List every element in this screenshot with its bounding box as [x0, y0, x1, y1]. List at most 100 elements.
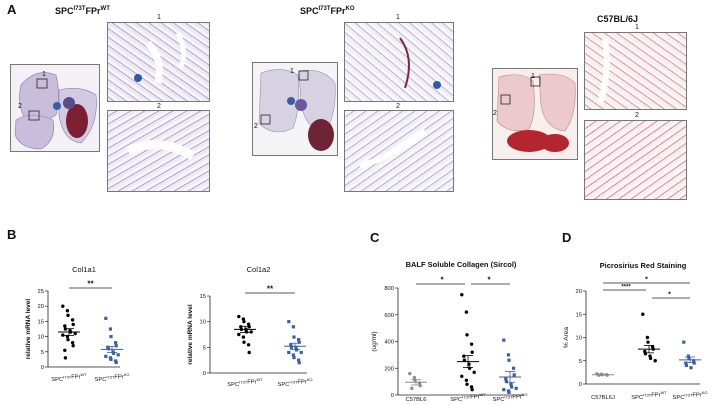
plot1-point: [247, 325, 251, 329]
plot1-point: [292, 335, 296, 339]
group2-title-sup2: KO: [345, 6, 355, 12]
group2-marker-1: 1: [290, 68, 294, 75]
plot2-point: [512, 373, 516, 377]
plot0-point: [106, 347, 110, 351]
plot0-point: [61, 333, 65, 337]
plot1-point: [295, 348, 299, 352]
plot1-point: [237, 332, 241, 337]
plot3-point: [689, 366, 693, 370]
plot3-point: [692, 359, 696, 363]
plot2-point: [514, 386, 518, 390]
plot3-point: [648, 356, 653, 361]
group2-title-sup: I73T: [318, 6, 331, 12]
plot3-point: [684, 363, 688, 367]
plot1-point: [297, 338, 301, 342]
plot0-title: Col1a1: [72, 265, 96, 274]
plot2-point: [512, 366, 516, 370]
panel-b-label: B: [7, 227, 17, 242]
group2-title: SPCI73TFPrKO: [300, 6, 355, 16]
plot1-point: [297, 361, 301, 365]
plot0-sig-mark: **: [87, 280, 94, 289]
plot1-point: [299, 350, 303, 355]
plot3-point: [684, 361, 688, 365]
plot2-point: [469, 342, 474, 346]
plot0-point: [71, 344, 75, 348]
plot2-sig-mark-0: *: [440, 276, 444, 285]
plot1-ytick-label-0: 0: [203, 371, 206, 377]
plot2-point: [507, 358, 511, 362]
plot3-ytick-label-4: 20: [576, 289, 582, 295]
plot0-ytick-label-5: 25: [38, 289, 44, 295]
plot1-sig-mark: **: [267, 285, 274, 294]
plot1-point: [247, 350, 251, 355]
plot0-point: [114, 360, 118, 365]
group2-inset2-image: [344, 110, 454, 192]
group1-lung-drawing: [14, 72, 97, 150]
plot1-xlabel-0: SPCI73TFPrWT: [227, 377, 263, 388]
plot1-point: [289, 345, 293, 349]
plot0-point: [63, 324, 67, 328]
plot2-sig-mark-1: *: [487, 276, 491, 285]
plot1-point: [289, 343, 293, 347]
plot0-point: [70, 340, 75, 345]
plot3-ytick-label-0: 0: [579, 382, 582, 388]
plot3-ytick-label-1: 5: [579, 359, 582, 365]
plot1-point: [244, 330, 249, 334]
plot0-point: [61, 304, 65, 308]
group3-title-main: C57BL/6J: [597, 14, 639, 24]
group1-title-main: SPC: [55, 6, 74, 16]
group3-overview-section: [492, 68, 578, 160]
plot0-ytick-label-2: 10: [38, 335, 44, 341]
plot0-point: [109, 357, 113, 361]
plot3-ytick-label-2: 10: [576, 336, 582, 342]
plot0-point: [73, 331, 77, 336]
group1-marker-2: 2: [18, 103, 22, 110]
plot2-point: [465, 382, 469, 386]
plot2-point: [470, 350, 474, 354]
plot1-point: [237, 314, 241, 319]
plot1-point: [297, 340, 301, 344]
plot2-point: [465, 333, 469, 337]
plot1-point: [242, 319, 246, 324]
group2-inset1-number: 1: [396, 14, 400, 21]
plot3-sig-mark-1: *: [668, 292, 671, 299]
plot0-point: [66, 337, 70, 342]
group1-marker-1: 1: [42, 71, 46, 78]
plot0-point: [108, 327, 112, 331]
panel-d-label: D: [562, 230, 572, 245]
plot0-ylabel: relative mRNA level: [25, 299, 32, 360]
plot1-xlabel-1: SPCI73TFPrKO: [277, 377, 312, 388]
plot2-point: [502, 338, 506, 342]
plot0-point: [70, 318, 75, 322]
plot3-point: [692, 361, 696, 365]
plot2-point: [460, 374, 464, 378]
plot1-title: Col1a2: [247, 265, 271, 274]
plot0-point: [63, 348, 67, 352]
plot1-point: [297, 358, 301, 362]
plot0-point: [66, 313, 70, 318]
group1-title-mid: FPr: [85, 6, 101, 16]
plot1-point: [291, 325, 295, 329]
plot3-point: [645, 335, 650, 340]
plot0-xlabel-1: SPCI73TFPrKO: [94, 372, 129, 383]
plot2-ytick-label-0: 0: [391, 393, 394, 399]
group3-marker-2: 2: [493, 110, 497, 117]
plot0-point: [65, 309, 70, 313]
group1-title-sup2: WT: [100, 6, 110, 12]
plot3-xlabel-0: C57BL6J: [591, 395, 615, 401]
plot1-ytick-label-3: 15: [200, 294, 206, 300]
plot2-point: [504, 380, 508, 384]
plot1-ytick-label-2: 10: [200, 320, 206, 326]
group1-inset2-image: [107, 110, 210, 192]
plot2-point: [510, 385, 514, 389]
plot1-point: [291, 353, 295, 357]
plot0-point: [63, 356, 68, 360]
plot2-title: BALF Soluble Collagen (Sircol): [406, 260, 517, 269]
group3-inset1-number: 1: [635, 24, 639, 31]
plot3-title: Picrosirius Red Staining: [600, 261, 687, 270]
plot2-point: [410, 386, 414, 391]
plot2-point: [504, 377, 508, 381]
plot1-ylabel: relative mRNA level: [187, 304, 194, 365]
group1-overview-section: [10, 64, 100, 152]
plot2-point: [509, 382, 513, 386]
